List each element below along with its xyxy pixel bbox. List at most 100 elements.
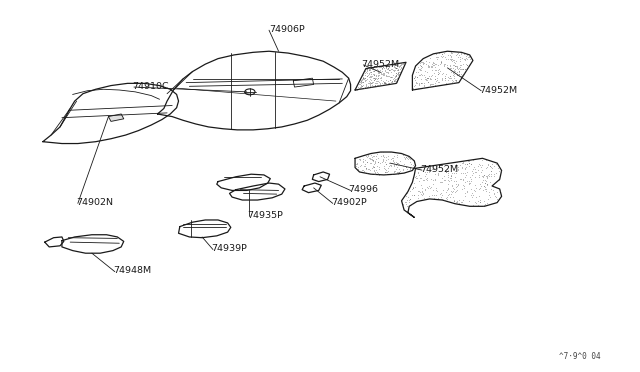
Point <box>447 80 457 86</box>
Point <box>404 197 414 203</box>
Point <box>484 192 494 198</box>
Point <box>443 185 453 191</box>
Point <box>381 62 392 68</box>
Point <box>416 65 426 71</box>
Point <box>355 84 365 90</box>
Point <box>369 77 379 83</box>
Point <box>479 198 489 204</box>
Point <box>404 166 415 171</box>
Point <box>465 180 475 186</box>
Point <box>463 158 474 164</box>
Point <box>443 74 453 80</box>
Point <box>378 158 388 164</box>
Point <box>408 164 419 170</box>
Point <box>362 81 372 87</box>
Point <box>363 72 373 78</box>
Point <box>396 64 406 70</box>
Point <box>405 165 415 171</box>
Point <box>394 168 404 174</box>
Point <box>392 67 403 73</box>
Point <box>462 188 472 194</box>
Point <box>401 198 412 203</box>
Point <box>357 73 367 79</box>
Point <box>408 83 419 89</box>
Point <box>369 159 380 165</box>
Point <box>420 61 431 67</box>
Point <box>429 62 440 68</box>
Point <box>374 69 384 75</box>
Point <box>363 166 373 172</box>
Point <box>351 87 361 93</box>
Point <box>374 64 384 70</box>
Point <box>449 69 459 75</box>
Point <box>475 185 485 191</box>
Point <box>479 202 490 208</box>
Point <box>356 77 366 83</box>
Point <box>426 81 436 87</box>
Point <box>355 86 365 92</box>
Point <box>476 198 486 203</box>
Point <box>439 62 449 68</box>
Point <box>388 158 399 164</box>
Point <box>365 156 375 162</box>
Point <box>358 76 368 81</box>
Point <box>378 73 388 78</box>
Point <box>415 60 425 66</box>
Point <box>432 54 442 60</box>
Point <box>464 198 474 204</box>
Point <box>418 177 428 183</box>
Point <box>445 51 456 57</box>
Point <box>401 199 412 205</box>
Point <box>445 75 455 81</box>
Point <box>466 161 476 167</box>
Point <box>480 201 490 207</box>
Point <box>368 71 378 77</box>
Point <box>391 166 401 172</box>
Point <box>447 77 458 83</box>
Point <box>387 62 397 68</box>
Point <box>363 83 373 89</box>
Point <box>362 153 372 158</box>
Point <box>373 73 383 79</box>
Point <box>399 161 409 167</box>
Point <box>477 177 488 183</box>
Point <box>362 84 372 90</box>
Point <box>483 172 493 178</box>
Point <box>358 158 369 164</box>
Point <box>450 163 460 169</box>
Point <box>452 187 462 193</box>
Point <box>465 56 475 62</box>
Point <box>371 80 381 86</box>
Point <box>401 154 412 160</box>
Point <box>380 169 390 175</box>
Point <box>456 67 466 73</box>
Point <box>379 80 389 86</box>
Point <box>353 166 363 172</box>
Point <box>465 176 476 182</box>
Point <box>436 60 446 66</box>
Point <box>372 163 382 169</box>
Polygon shape <box>412 51 473 90</box>
Point <box>451 65 461 71</box>
Point <box>372 78 383 84</box>
Point <box>449 197 459 203</box>
Point <box>421 75 431 81</box>
Point <box>450 62 460 68</box>
Point <box>467 190 477 196</box>
Point <box>480 202 490 208</box>
Point <box>434 50 444 56</box>
Point <box>458 61 468 67</box>
Point <box>463 180 474 186</box>
Point <box>365 76 376 82</box>
Point <box>392 154 403 160</box>
Point <box>446 191 456 197</box>
Point <box>445 56 455 62</box>
Point <box>358 168 369 174</box>
Point <box>373 70 383 76</box>
Point <box>395 62 405 68</box>
Point <box>378 71 388 77</box>
Point <box>371 67 381 73</box>
Point <box>370 170 380 176</box>
Point <box>493 165 504 171</box>
Point <box>474 193 484 199</box>
